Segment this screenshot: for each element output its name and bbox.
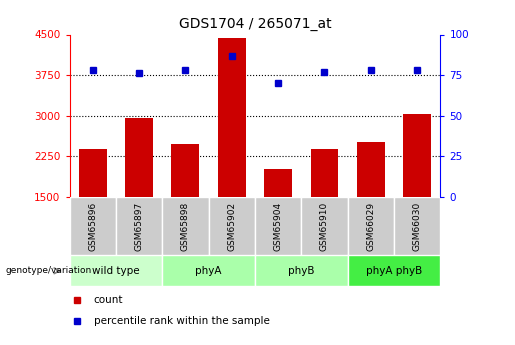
Bar <box>348 197 394 255</box>
Text: GSM65902: GSM65902 <box>227 201 236 250</box>
Bar <box>357 141 385 197</box>
Bar <box>255 255 348 286</box>
Text: phyA: phyA <box>195 266 222 276</box>
Text: GSM65896: GSM65896 <box>88 201 97 250</box>
Text: GSM66030: GSM66030 <box>413 201 422 250</box>
Text: GSM65897: GSM65897 <box>134 201 144 250</box>
Text: count: count <box>94 295 123 305</box>
Text: GSM65910: GSM65910 <box>320 201 329 250</box>
Text: percentile rank within the sample: percentile rank within the sample <box>94 316 269 326</box>
Bar <box>70 255 162 286</box>
Bar <box>311 149 338 197</box>
Title: GDS1704 / 265071_at: GDS1704 / 265071_at <box>179 17 331 31</box>
Bar <box>218 38 246 197</box>
Bar <box>162 255 255 286</box>
Text: GSM65898: GSM65898 <box>181 201 190 250</box>
Bar <box>116 197 162 255</box>
Text: genotype/variation: genotype/variation <box>5 266 91 275</box>
Bar <box>79 149 107 197</box>
Bar <box>171 144 199 197</box>
Bar <box>70 197 116 255</box>
Bar <box>255 197 301 255</box>
Bar <box>394 197 440 255</box>
Bar <box>301 197 348 255</box>
Bar <box>209 197 255 255</box>
Bar <box>403 114 431 197</box>
Bar <box>348 255 440 286</box>
Bar <box>125 118 153 197</box>
Text: GSM66029: GSM66029 <box>366 201 375 250</box>
Bar <box>264 169 292 197</box>
Text: phyB: phyB <box>288 266 315 276</box>
Text: GSM65904: GSM65904 <box>273 201 283 250</box>
Bar <box>162 197 209 255</box>
Text: phyA phyB: phyA phyB <box>366 266 422 276</box>
Text: wild type: wild type <box>92 266 140 276</box>
